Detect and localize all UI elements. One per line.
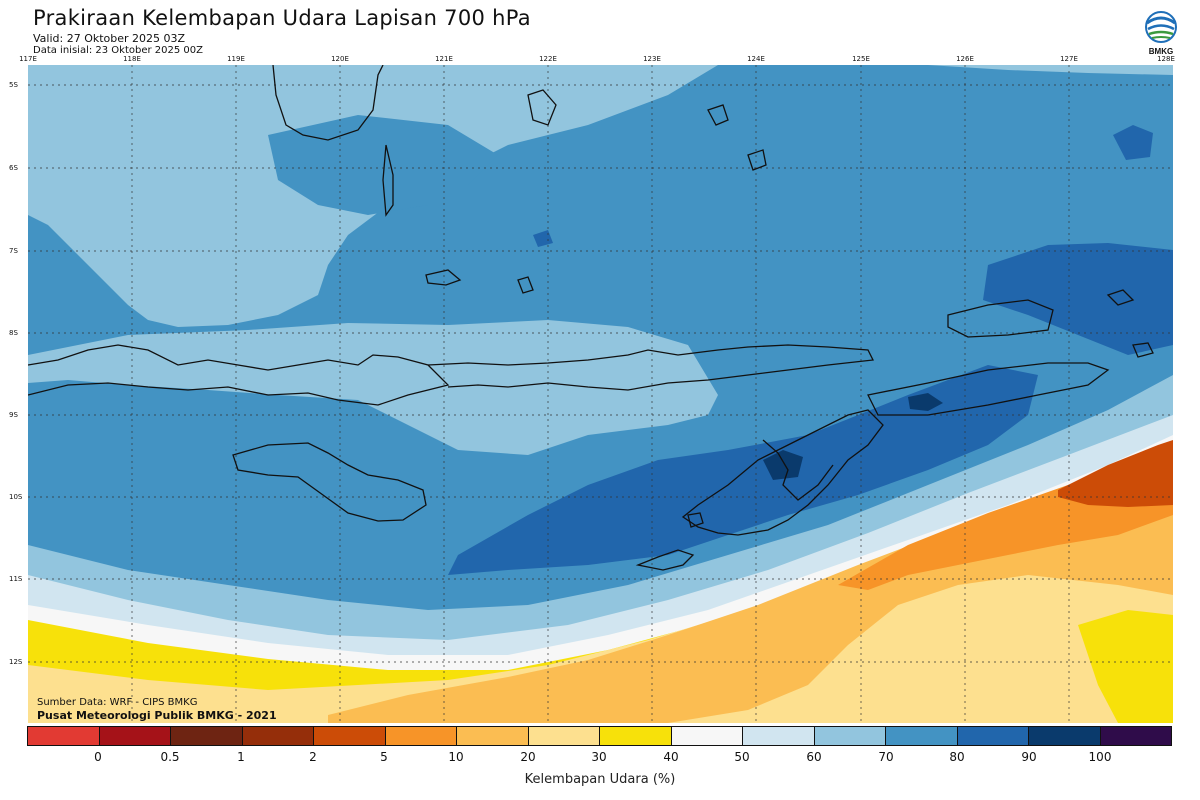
colorbar-tick: 40 (663, 750, 679, 764)
humidity-90-100-top-right (1113, 125, 1153, 160)
colorbar-tick: 0 (94, 750, 102, 764)
bmkg-logo-icon: BMKG (1145, 11, 1177, 56)
publisher: Pusat Meteorologi Publik BMKG - 2021 (37, 709, 277, 722)
colorbar-segment (1100, 727, 1171, 745)
colorbar-segment (743, 727, 815, 745)
map-title: Prakiraan Kelembapan Udara Lapisan 700 h… (33, 6, 531, 30)
coast-sulawesi (272, 65, 384, 141)
colorbar-segment (99, 727, 171, 745)
init-time: Data inisial: 23 Oktober 2025 00Z (33, 45, 203, 56)
lon-label: 121E (435, 55, 453, 63)
coast-sumba (232, 442, 427, 522)
coast-islet-1 (527, 89, 557, 126)
lat-label: 6S (9, 164, 18, 172)
humidity-30-40-band (28, 453, 1173, 723)
humidity-70-80-island-band (28, 320, 718, 455)
coast-tanimbar (947, 299, 1054, 338)
coast-semau (687, 512, 704, 528)
colorbar-segment (886, 727, 958, 745)
lon-label: 124E (747, 55, 765, 63)
coastlines (28, 65, 1154, 571)
lat-label: 8S (9, 329, 18, 337)
colorbar-tick: 100 (1088, 750, 1112, 764)
colorbar-tick: 30 (591, 750, 607, 764)
humidity-20-30-region (328, 450, 1173, 723)
colorbar-segment (671, 727, 743, 745)
colorbar-tick: 60 (806, 750, 822, 764)
lat-label: 5S (9, 81, 18, 89)
lat-label: 11S (9, 575, 23, 583)
coast-timor-border (762, 439, 834, 501)
colorbar-tick: 2 (309, 750, 317, 764)
humidity-5-10-region (1058, 440, 1173, 507)
coast-buton (382, 144, 394, 217)
colorbar-segment (457, 727, 529, 745)
lon-label: 123E (643, 55, 661, 63)
colorbar-tick: 80 (949, 750, 965, 764)
logo-text: BMKG (1149, 47, 1173, 56)
lat-label: 7S (9, 247, 18, 255)
colorbar-tick: 20 (520, 750, 536, 764)
graticule (28, 65, 1173, 723)
colorbar-title: Kelembapan Udara (%) (524, 772, 676, 787)
colorbar-segment (600, 727, 672, 745)
lon-label: 122E (539, 55, 557, 63)
colorbar (27, 726, 1172, 746)
colorbar-tick: 10 (448, 750, 464, 764)
valid-time: Valid: 27 Oktober 2025 03Z (33, 32, 186, 45)
lat-label: 9S (9, 411, 18, 419)
humidity-map[interactable] (28, 65, 1173, 723)
coast-islet-4 (425, 269, 462, 286)
colorbar-tick: 90 (1021, 750, 1037, 764)
humidity-100-core (763, 450, 803, 480)
colorbar-tick: 70 (878, 750, 894, 764)
lon-label: 126E (956, 55, 974, 63)
coast-flores (427, 344, 874, 391)
coast-islet-2 (707, 104, 729, 126)
coast-islet-3 (747, 149, 767, 171)
colorbar-segment (314, 727, 386, 745)
colorbar-tick: 50 (734, 750, 750, 764)
colorbar-tick: 1 (237, 750, 245, 764)
coast-sumbawa (28, 344, 450, 406)
colorbar-tick: 0.5 (160, 750, 180, 764)
coast-islet-7 (1132, 342, 1154, 358)
lon-label: 117E (19, 55, 37, 63)
lon-label: 119E (227, 55, 245, 63)
colorbar-tick: 5 (380, 750, 388, 764)
lat-label: 10S (9, 493, 23, 501)
humidity-90-100-region (448, 365, 1038, 575)
data-source: Sumber Data: WRF - CIPS BMKG (37, 697, 198, 708)
humidity-40-50-inner (1078, 610, 1173, 723)
lon-label: 128E (1157, 55, 1175, 63)
humidity-70-80-upper-right (718, 65, 1173, 75)
colorbar-segment (28, 727, 100, 745)
lon-label: 125E (852, 55, 870, 63)
coast-wetar (867, 362, 1110, 416)
bmkg-logo: BMKG (1143, 10, 1179, 58)
colorbar-segment (957, 727, 1029, 745)
colorbar-segment (242, 727, 314, 745)
coast-islet-6 (1106, 289, 1135, 306)
lon-label: 118E (123, 55, 141, 63)
colorbar-segment (1029, 727, 1101, 745)
lon-label: 127E (1060, 55, 1078, 63)
colorbar-segment (171, 727, 243, 745)
coast-rote (635, 549, 695, 571)
coast-islet-5 (517, 276, 534, 294)
colorbar-segment (528, 727, 600, 745)
humidity-90-100-right (983, 243, 1173, 355)
lat-label: 12S (9, 658, 23, 666)
lon-label: 120E (331, 55, 349, 63)
colorbar-segment (385, 727, 457, 745)
humidity-100-core-2 (908, 393, 943, 411)
colorbar-segment (814, 727, 886, 745)
coast-timor (681, 409, 884, 536)
